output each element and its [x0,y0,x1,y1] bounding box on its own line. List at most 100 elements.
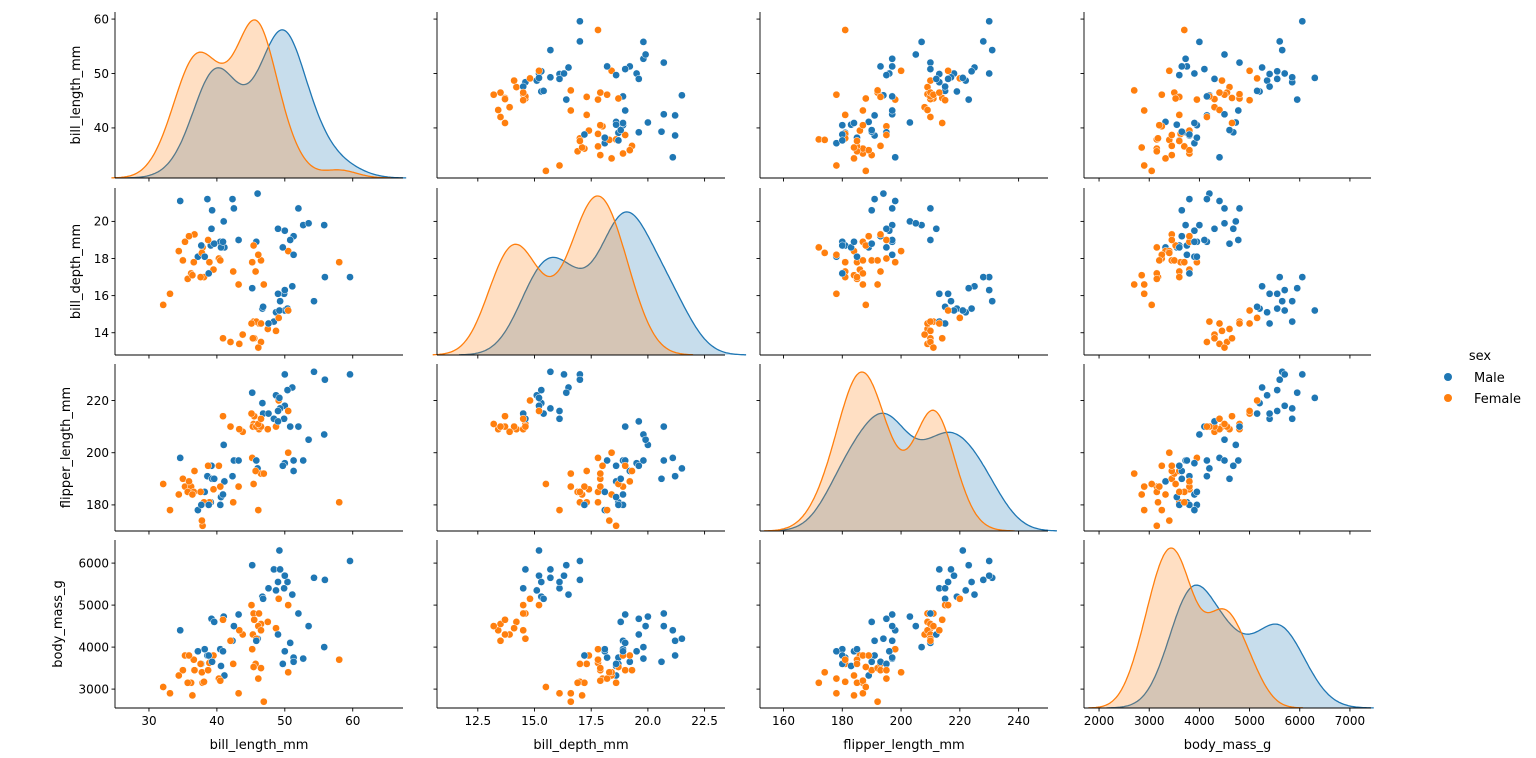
panel-bill_length_mm-vs-bill_depth_mm [433,12,725,182]
scatter-point-male [867,239,876,248]
scatter-point-female [166,506,174,514]
scatter-point-female [1220,343,1229,352]
scatter-point-male [564,590,573,599]
scatter-point-male [876,62,885,71]
scatter-point-male [671,472,679,481]
scatter-point-male [275,394,284,402]
scatter-point-male [274,224,282,233]
scatter-point-male [210,474,219,483]
scatter-point-male [1200,236,1209,244]
scatter-point-female [1180,26,1189,34]
scatter-point-male [967,304,976,313]
scatter-point-male [832,647,841,656]
scatter-point-female [251,267,260,276]
scatter-point-male [988,297,997,306]
scatter-point-male [621,639,630,647]
panel-bill_depth_mm-vs-body_mass_g [1080,188,1371,359]
scatter-point-male [612,493,620,501]
scatter-point-female [249,480,258,488]
scatter-point-female [1215,88,1224,97]
scatter-point-male [979,576,988,584]
scatter-point-male [346,370,354,379]
kde-fill-male [1106,585,1374,708]
scatter-point-male [935,289,944,298]
scatter-point-male [278,461,287,470]
scatter-point-male [659,110,668,119]
scatter-point-male [911,50,920,59]
scatter-point-male [838,121,847,130]
scatter-point-male [288,282,297,291]
scatter-point-female [1235,319,1244,328]
scatter-point-female [209,485,218,494]
scatter-point-female [607,448,616,457]
scatter-point-male [519,584,528,593]
kde-fill-female [111,19,392,179]
scatter-point-female [850,671,858,680]
scatter-point-female [944,66,952,75]
scatter-point-male [1235,422,1244,431]
panel-flipper_length_mm-vs-body_mass_g [1080,364,1371,535]
scatter-point-female [897,66,905,75]
scatter-point-female [247,319,256,328]
scatter-point-male [644,118,652,127]
scatter-point-female [1165,516,1174,525]
scatter-point-male [600,645,609,654]
scatter-point-female [234,482,243,491]
scatter-point-female [955,594,964,603]
scatter-point-female [1180,258,1189,267]
scatter-point-female [814,678,823,687]
scatter-point-female [190,467,199,475]
scatter-point-male [634,630,643,639]
scatter-point-female [1147,480,1156,488]
scatter-point-female [1245,407,1254,415]
scatter-point-female [864,651,873,660]
scatter-point-male [1220,456,1229,465]
scatter-point-male [932,75,941,83]
scatter-point-male [197,241,206,250]
scatter-point-male [967,67,976,76]
scatter-point-male [321,273,329,281]
scatter-point-male [867,206,876,215]
scatter-point-male [634,614,643,623]
scatter-point-male [1263,391,1271,400]
scatter-point-male [1253,409,1261,418]
scatter-point-male [882,224,891,233]
scatter-point-male [320,643,329,651]
scatter-point-female [820,136,829,144]
scatter-point-female [257,414,265,423]
scatter-point-female [259,469,268,478]
scatter-point-female [254,506,263,514]
scatter-point-female [832,689,841,698]
scatter-point-female [521,422,530,431]
scatter-point-male [953,87,961,96]
scatter-point-female [596,664,605,672]
scatter-point-female [226,338,235,346]
scatter-point-male [668,454,677,462]
scatter-point-male [853,252,861,261]
scatter-point-female [820,668,829,677]
scatter-point-male [216,501,225,509]
scatter-point-female [519,601,528,609]
scatter-point-male [1210,75,1219,83]
scatter-point-female [566,469,575,478]
scatter-point-female [496,636,505,645]
x-tick-label: 17.5 [578,714,605,728]
scatter-point-female [200,677,208,686]
scatter-point-male [564,63,573,72]
scatter-point-female [555,506,564,514]
scatter-point-male [230,204,238,213]
y-axis-label: flipper_length_mm [59,387,74,508]
scatter-point-female [596,482,605,491]
scatter-point-female [1147,167,1156,175]
kde-line-female [432,195,694,356]
scatter-point-male [985,557,994,565]
scatter-point-female [1220,420,1229,428]
scatter-point-female [226,636,235,645]
scatter-point-female [1155,482,1164,491]
scatter-point-male [926,58,935,67]
scatter-point-female [841,111,850,119]
scatter-point-male [888,54,897,63]
scatter-point-male [274,417,282,426]
scatter-point-male [1215,153,1224,162]
scatter-point-female [882,236,891,244]
